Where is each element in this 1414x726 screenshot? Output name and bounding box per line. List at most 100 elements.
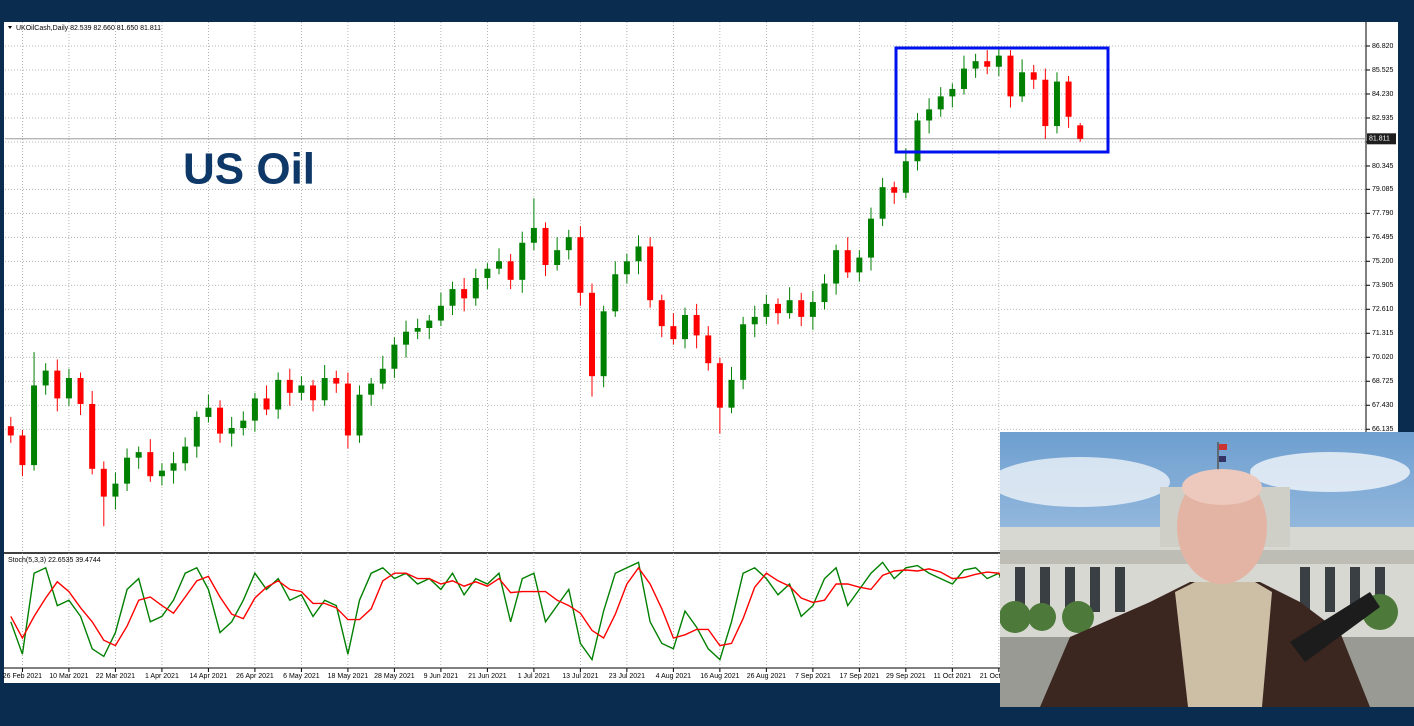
candle-body	[519, 242, 526, 280]
candle-body	[542, 227, 549, 265]
candle-body	[54, 370, 61, 399]
candle-body	[100, 468, 107, 497]
y-tick-label: 72.610	[1372, 306, 1394, 313]
candle-body	[286, 379, 293, 393]
x-tick-label: 18 May 2021	[328, 673, 369, 680]
candle-body	[647, 246, 654, 301]
y-tick-label: 71.315	[1372, 330, 1394, 337]
candle-body	[182, 446, 189, 464]
current-price-label: 81.811	[1369, 136, 1390, 143]
x-tick-label: 11 Oct 2021	[934, 673, 972, 680]
x-tick-label: 17 Sep 2021	[840, 673, 880, 680]
candle-body	[414, 327, 421, 332]
y-tick-label: 84.230	[1372, 91, 1394, 98]
candle-body	[31, 385, 38, 466]
candle-body	[437, 305, 444, 321]
x-tick-label: 13 Jul 2021	[562, 673, 598, 680]
candle-body	[391, 344, 398, 369]
highlight-box	[894, 46, 1110, 154]
candle-body	[914, 120, 921, 162]
candle-body	[496, 261, 503, 269]
candle-body	[112, 483, 119, 497]
x-tick-label: 6 May 2021	[283, 673, 320, 680]
x-tick-label: 4 Aug 2021	[656, 673, 692, 680]
candle-body	[1077, 125, 1084, 139]
candle-body	[833, 250, 840, 284]
candle-body	[693, 315, 700, 336]
y-tick-label: 68.725	[1372, 378, 1394, 385]
candle-body	[344, 383, 351, 436]
x-tick-label: 21 Jun 2021	[468, 673, 507, 680]
candle-body	[577, 237, 584, 293]
y-tick-label: 79.085	[1372, 186, 1394, 193]
candle-body	[135, 452, 142, 458]
candle-body	[995, 55, 1002, 67]
candle-body	[193, 416, 200, 447]
candle-body	[670, 326, 677, 340]
candle-body	[1030, 72, 1037, 80]
candle-body	[530, 227, 537, 243]
candle-body	[251, 398, 258, 421]
x-tick-label: 9 Jun 2021	[424, 673, 459, 680]
indicator-header: Stoch(5,3,3) 22.6535 39.4744	[8, 557, 101, 564]
candle-body	[321, 378, 328, 401]
candle-body	[228, 428, 235, 434]
candle-body	[89, 403, 96, 469]
candle-body	[728, 379, 735, 408]
candle-body	[19, 435, 26, 466]
candle-body	[949, 88, 956, 97]
candle-body	[972, 61, 979, 69]
candle-body	[426, 320, 433, 328]
x-tick-label: 22 Mar 2021	[96, 673, 135, 680]
y-tick-label: 67.430	[1372, 402, 1394, 409]
candle-body	[217, 407, 224, 434]
candle-body	[565, 237, 572, 251]
y-tick-label: 82.935	[1372, 115, 1394, 122]
x-tick-label: 1 Jul 2021	[518, 673, 550, 680]
candle-body	[42, 370, 49, 386]
candle-body	[612, 274, 619, 312]
x-tick-label: 26 Apr 2021	[236, 673, 274, 680]
candle-body	[65, 378, 72, 399]
candle-body	[821, 283, 828, 303]
candle-body	[368, 383, 375, 395]
candle-body	[7, 426, 14, 436]
candle-body	[507, 261, 514, 280]
y-tick-label: 73.905	[1372, 282, 1394, 289]
candle-body	[600, 311, 607, 377]
candle-body	[763, 303, 770, 317]
candle-body	[926, 109, 933, 121]
candle-body	[147, 452, 154, 477]
y-tick-label: 76.495	[1372, 234, 1394, 241]
candle-body	[867, 218, 874, 258]
candle-body	[461, 289, 468, 299]
candle-body	[623, 261, 630, 275]
x-tick-label: 23 Jul 2021	[609, 673, 645, 680]
candle-body	[310, 385, 317, 401]
y-tick-label: 80.345	[1372, 163, 1394, 170]
x-tick-label: 29 Sep 2021	[886, 673, 926, 680]
candle-body	[124, 457, 131, 484]
candle-body	[891, 187, 898, 193]
indicator-line	[10, 566, 1081, 647]
candle-body	[682, 315, 688, 340]
x-tick-label: 26 Feb 2021	[3, 673, 42, 680]
candle-body	[960, 68, 967, 89]
x-tick-label: 21 Oct 2021	[980, 673, 1018, 680]
x-tick-label: 10 Mar 2021	[49, 673, 88, 680]
candle-body	[658, 300, 665, 327]
candle-body	[484, 268, 491, 278]
candle-body	[298, 385, 305, 393]
x-tick-label: 7 Sep 2021	[795, 673, 831, 680]
candle-body	[774, 303, 781, 314]
x-tick-label: 16 Aug 2021	[700, 673, 739, 680]
candle-body	[77, 378, 84, 404]
candle-body	[379, 368, 386, 384]
x-tick-label: 28 May 2021	[374, 673, 415, 680]
candle-body	[937, 96, 944, 110]
candle-body	[856, 257, 863, 273]
indicator-line	[10, 561, 1081, 662]
candle-body	[705, 335, 712, 364]
